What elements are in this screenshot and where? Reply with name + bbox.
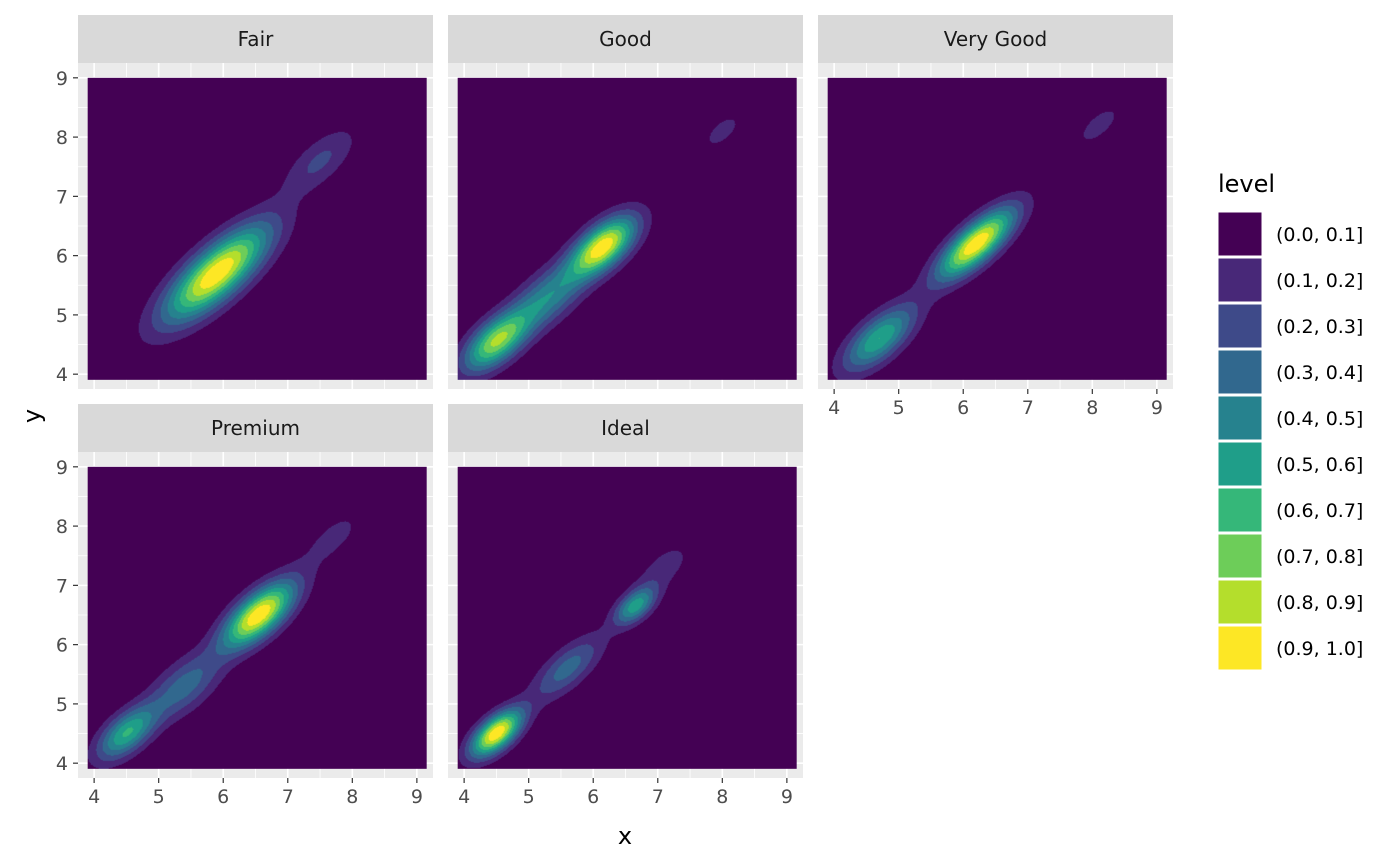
x-tick-label: 5 (523, 786, 535, 808)
x-tick-label: 9 (781, 786, 793, 808)
facet-strip (448, 404, 803, 452)
facet-strip (78, 404, 433, 452)
legend-key (1217, 303, 1263, 349)
x-tick-label: 8 (716, 786, 728, 808)
facet-strip (78, 15, 433, 63)
legend-key (1217, 625, 1263, 671)
y-tick-label: 5 (56, 694, 68, 716)
legend-label: (0.2, 0.3] (1276, 316, 1363, 338)
y-tick-label: 9 (56, 457, 68, 479)
x-tick-label: 4 (828, 397, 840, 419)
facet-panel-very-good: Very Good 4 5 6 7 8 9 (818, 15, 1173, 419)
y-axis-title: y (18, 409, 46, 423)
x-tick-label: 6 (587, 786, 599, 808)
x-axis-title: x (618, 822, 632, 850)
legend-label: (0.6, 0.7] (1276, 500, 1363, 522)
legend-key (1217, 487, 1263, 533)
y-tick-label: 4 (56, 753, 68, 775)
x-tick-label: 6 (217, 786, 229, 808)
legend-label: (0.7, 0.8] (1276, 546, 1363, 568)
density-bands (827, 77, 1167, 380)
x-tick-label: 4 (88, 786, 100, 808)
legend-key (1217, 211, 1263, 257)
y-tick-label: 7 (56, 186, 68, 208)
x-tick-label: 7 (282, 786, 294, 808)
x-tick-label: 8 (346, 786, 358, 808)
facet-panel-fair: Fair 4 5 6 7 8 9 (56, 15, 433, 389)
y-tick-label: 8 (56, 516, 68, 538)
legend-key (1217, 441, 1263, 487)
legend-key (1217, 533, 1263, 579)
facet-panel-ideal: Ideal 4 5 6 7 8 9 (448, 404, 803, 808)
facet-strip-label: Ideal (601, 416, 650, 440)
facet-strip-label: Very Good (944, 27, 1048, 51)
y-tick-label: 5 (56, 305, 68, 327)
facet-panel-premium: Premium 4 5 6 7 8 9 4 5 6 7 8 9 (56, 404, 433, 808)
x-tick-label: 7 (1022, 397, 1034, 419)
y-tick-label: 9 (56, 68, 68, 90)
facet-strip-label: Good (599, 27, 652, 51)
x-tick-label: 4 (458, 786, 470, 808)
legend-label: (0.5, 0.6] (1276, 454, 1363, 476)
x-axis: 4 5 6 7 8 9 (828, 389, 1163, 419)
legend-key (1217, 257, 1263, 303)
facet-strip (818, 15, 1173, 63)
density-bands (87, 466, 427, 769)
facet-strip-label: Premium (211, 416, 300, 440)
legend-label: (0.0, 0.1] (1276, 224, 1363, 246)
legend-title: level (1218, 170, 1275, 198)
legend-label: (0.3, 0.4] (1276, 362, 1363, 384)
y-axis: 4 5 6 7 8 9 (56, 457, 78, 775)
legend-label: (0.4, 0.5] (1276, 408, 1363, 430)
x-axis: 4 5 6 7 8 9 (88, 778, 423, 808)
legend-key (1217, 349, 1263, 395)
y-tick-label: 6 (56, 246, 68, 268)
legend-key (1217, 579, 1263, 625)
density-bands (457, 77, 797, 380)
y-tick-label: 4 (56, 364, 68, 386)
y-tick-label: 8 (56, 127, 68, 149)
facet-panel-good: Good (448, 15, 803, 389)
x-tick-label: 5 (893, 397, 905, 419)
x-tick-label: 5 (153, 786, 165, 808)
x-tick-label: 6 (957, 397, 969, 419)
y-axis: 4 5 6 7 8 9 (56, 68, 78, 386)
legend-label: (0.9, 1.0] (1276, 638, 1363, 660)
legend-label: (0.8, 0.9] (1276, 592, 1363, 614)
facet-strip (448, 15, 803, 63)
y-tick-label: 6 (56, 635, 68, 657)
legend-label: (0.1, 0.2] (1276, 270, 1363, 292)
legend: level (0.0, 0.1] (0.1, 0.2] (0.2, 0.3] (0.3… (1217, 170, 1363, 671)
density-bands (457, 466, 797, 769)
x-tick-label: 8 (1086, 397, 1098, 419)
x-axis: 4 5 6 7 8 9 (458, 778, 793, 808)
x-tick-label: 9 (1151, 397, 1163, 419)
density-bands (87, 77, 427, 380)
legend-key (1217, 395, 1263, 441)
x-tick-label: 7 (652, 786, 664, 808)
facet-strip-label: Fair (238, 27, 274, 51)
y-tick-label: 7 (56, 575, 68, 597)
x-tick-label: 9 (411, 786, 423, 808)
facet-panels: Fair 4 5 6 7 8 9 Good Very Good 4 5 6 7 8 9 Premium 4 5 6 7… (56, 15, 1173, 808)
